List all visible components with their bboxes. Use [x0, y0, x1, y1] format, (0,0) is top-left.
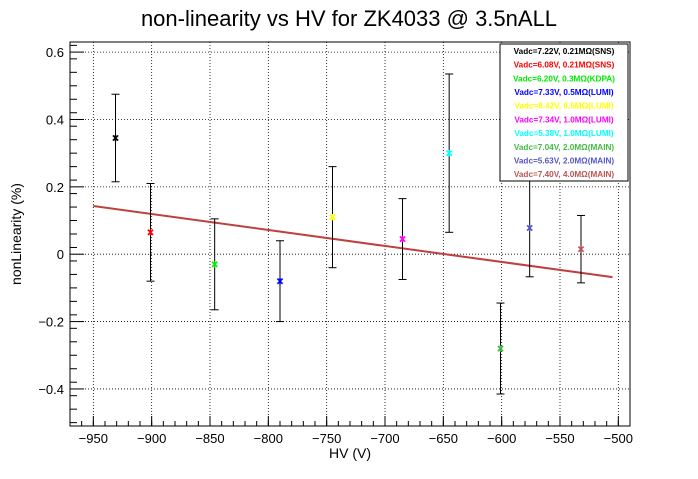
legend-entry: Vadc=7.40V, 4.0MΩ(MAIN) — [514, 170, 615, 179]
y-tick-label: 0.2 — [46, 180, 64, 195]
point-marker — [112, 134, 119, 142]
point-marker — [276, 277, 284, 285]
legend-entry: Vadc=8.42V, 0.5MΩ(LUMI) — [514, 102, 614, 111]
x-tick-label: −900 — [137, 431, 166, 446]
point-marker — [526, 224, 533, 232]
grid — [70, 42, 630, 426]
data-point — [146, 182, 155, 282]
point-marker — [211, 261, 218, 268]
y-tick-label: 0.4 — [46, 112, 64, 127]
point-marker — [399, 235, 406, 243]
y-axis-label: nonLinearity (%) — [8, 183, 24, 285]
fit-line — [93, 205, 613, 279]
data-point — [577, 214, 585, 284]
y-tick-label: 0.6 — [46, 45, 64, 60]
axes: −950 −900 −850 −800 −750 −700 −650 −600 −550 −500… — [38, 44, 633, 446]
x-tick-label: −800 — [254, 431, 283, 446]
data-point — [276, 240, 284, 323]
x-axis-label: HV (V) — [329, 445, 371, 461]
data-point — [398, 198, 407, 280]
legend-entry: Vadc=7.22V, 0.21MΩ(SNS) — [514, 47, 615, 56]
x-tick-label: −700 — [370, 431, 399, 446]
legend-entry: Vadc=5.63V, 2.0MΩ(MAIN) — [514, 156, 615, 165]
data-point — [111, 93, 120, 183]
data-point — [210, 218, 219, 311]
x-tick-label: −600 — [487, 431, 516, 446]
legend-entry: Vadc=6.08V, 0.21MΩ(SNS) — [514, 61, 615, 70]
legend-entry: Vadc=7.34V, 1.0MΩ(LUMI) — [514, 115, 614, 124]
data-point — [445, 73, 454, 233]
point-marker — [446, 149, 453, 157]
chart-title: non-linearity vs HV for ZK4033 @ 3.5nALL — [141, 6, 557, 31]
legend-entry: Vadc=6.20V, 0.3MΩ(KDPA) — [513, 74, 615, 83]
x-tick-label: −550 — [545, 431, 574, 446]
x-tick-label: −650 — [429, 431, 458, 446]
x-tick-label: −850 — [195, 431, 224, 446]
point-marker — [329, 213, 336, 221]
legend-entry: Vadc=7.04V, 2.0MΩ(MAIN) — [514, 143, 615, 152]
x-tick-label: −750 — [312, 431, 341, 446]
point-marker — [577, 245, 585, 253]
legend-entry: Vadc=5.38V, 1.0MΩ(LUMI) — [514, 129, 614, 138]
y-tick-label: −0.2 — [38, 315, 64, 330]
data-point — [328, 166, 337, 269]
legend: Vadc=7.22V, 0.21MΩ(SNS) Vadc=6.08V, 0.21M… — [499, 43, 629, 182]
fit-layer — [93, 205, 613, 279]
legend-box — [499, 43, 629, 182]
legend-entry: Vadc=7.33V, 0.5MΩ(LUMI) — [514, 88, 614, 97]
point-marker — [147, 229, 154, 236]
y-tick-label: 0 — [57, 247, 64, 262]
data-point — [496, 302, 505, 395]
y-tick-label: −0.4 — [38, 382, 64, 397]
x-tick-label: −500 — [604, 431, 633, 446]
x-tick-label: −950 — [79, 431, 108, 446]
point-marker — [497, 345, 504, 352]
data-point — [525, 178, 534, 278]
data-points — [111, 73, 585, 395]
